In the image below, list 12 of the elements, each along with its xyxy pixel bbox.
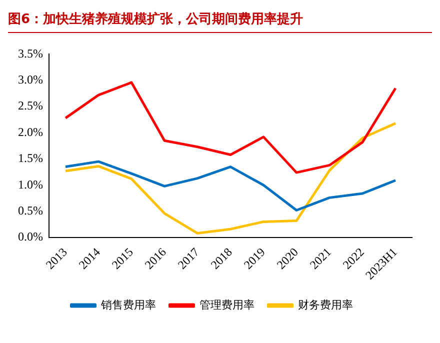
legend-label: 管理费用率 [199,298,254,312]
chart-title: 图6：加快生猪养殖规模扩张，公司期间费用率提升 [8,8,432,33]
legend-label: 财务费用率 [298,298,353,312]
y-tick-label: 2.5% [18,98,43,113]
legend-label: 销售费用率 [100,298,156,312]
y-tick-label: 1.5% [18,151,43,166]
y-tick-label: 3.5% [18,46,43,60]
y-tick-label: 1.0% [18,177,43,192]
y-tick-label: 2.0% [18,124,43,139]
y-tick-label: 3.0% [18,72,43,87]
y-tick-label: 0.0% [18,230,43,244]
y-tick-label: 0.5% [18,203,43,218]
